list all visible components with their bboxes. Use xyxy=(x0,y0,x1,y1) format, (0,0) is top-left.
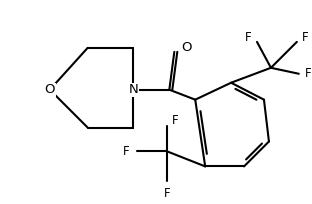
Text: F: F xyxy=(172,114,179,127)
Text: F: F xyxy=(164,187,171,200)
Text: N: N xyxy=(129,83,138,96)
Text: F: F xyxy=(244,31,251,44)
Text: O: O xyxy=(45,83,55,96)
Text: F: F xyxy=(302,31,309,44)
Text: O: O xyxy=(181,41,192,54)
Text: F: F xyxy=(123,145,129,158)
Text: F: F xyxy=(305,67,311,80)
